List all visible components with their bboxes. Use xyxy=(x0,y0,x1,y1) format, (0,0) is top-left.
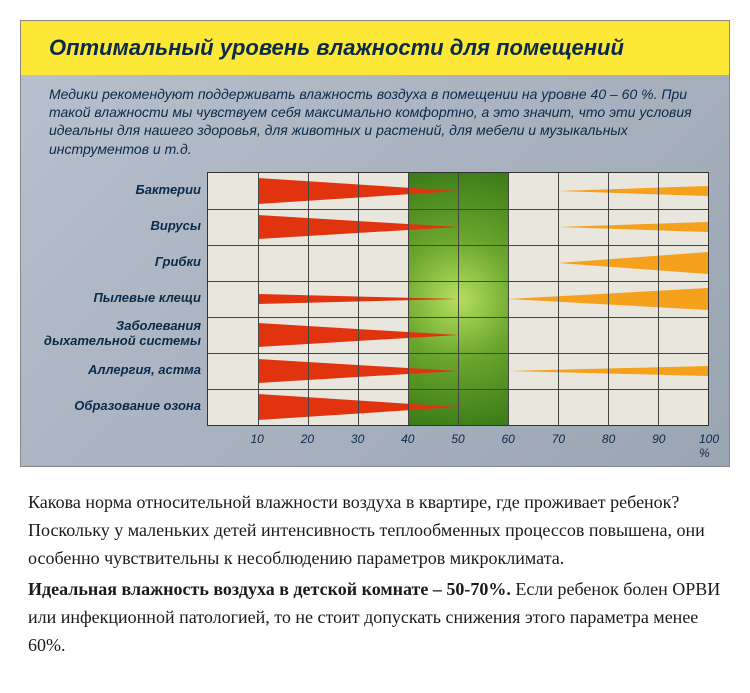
row-label: Вирусы xyxy=(27,208,207,244)
plot-column: 102030405060708090100 % xyxy=(207,172,709,448)
gridline-h xyxy=(208,281,708,282)
x-tick: 70 xyxy=(552,432,565,446)
row-label: Образование озона xyxy=(27,388,207,424)
gridline-v xyxy=(308,173,309,425)
x-tick: 40 xyxy=(401,432,414,446)
row-labels: БактерииВирусыГрибкиПылевые клещиЗаболев… xyxy=(21,172,207,448)
gridline-v xyxy=(408,173,409,425)
gridline-h xyxy=(208,353,708,354)
x-tick: 50 xyxy=(451,432,464,446)
x-tick: 30 xyxy=(351,432,364,446)
row-label: Пылевые клещи xyxy=(27,280,207,316)
gridline-h xyxy=(208,317,708,318)
x-tick: 90 xyxy=(652,432,665,446)
gridline-v xyxy=(258,173,259,425)
gridline-v xyxy=(358,173,359,425)
intro-text: Медики рекомендуют поддерживать влажност… xyxy=(21,75,729,166)
gridline-v xyxy=(708,173,709,425)
x-tick: 100 % xyxy=(699,432,719,460)
plot-area xyxy=(207,172,709,426)
gridline-v xyxy=(608,173,609,425)
gridline-v xyxy=(558,173,559,425)
row-label: Заболевания дыхательной системы xyxy=(27,316,207,352)
x-tick: 10 xyxy=(251,432,264,446)
x-tick: 80 xyxy=(602,432,615,446)
article-p2-bold: Идеальная влажность воздуха в детской ко… xyxy=(28,579,511,599)
chart: БактерииВирусыГрибкиПылевые клещиЗаболев… xyxy=(21,166,729,466)
row-label: Грибки xyxy=(27,244,207,280)
gridline-h xyxy=(208,209,708,210)
x-axis: 102030405060708090100 % xyxy=(207,432,709,448)
gridline-v xyxy=(508,173,509,425)
gridline-v xyxy=(658,173,659,425)
gridline-h xyxy=(208,389,708,390)
gridline-h xyxy=(208,245,708,246)
article-p1: Какова норма относительной влажности воз… xyxy=(28,489,722,573)
article-p2: Идеальная влажность воздуха в детской ко… xyxy=(28,576,722,660)
humidity-infographic: Оптимальный уровень влажности для помеще… xyxy=(20,20,730,467)
gridline-v xyxy=(458,173,459,425)
row-label: Аллергия, астма xyxy=(27,352,207,388)
x-tick: 20 xyxy=(301,432,314,446)
row-label: Бактерии xyxy=(27,172,207,208)
x-tick: 60 xyxy=(502,432,515,446)
header: Оптимальный уровень влажности для помеще… xyxy=(21,21,729,75)
article-text: Какова норма относительной влажности воз… xyxy=(20,467,730,660)
title: Оптимальный уровень влажности для помеще… xyxy=(49,35,701,61)
